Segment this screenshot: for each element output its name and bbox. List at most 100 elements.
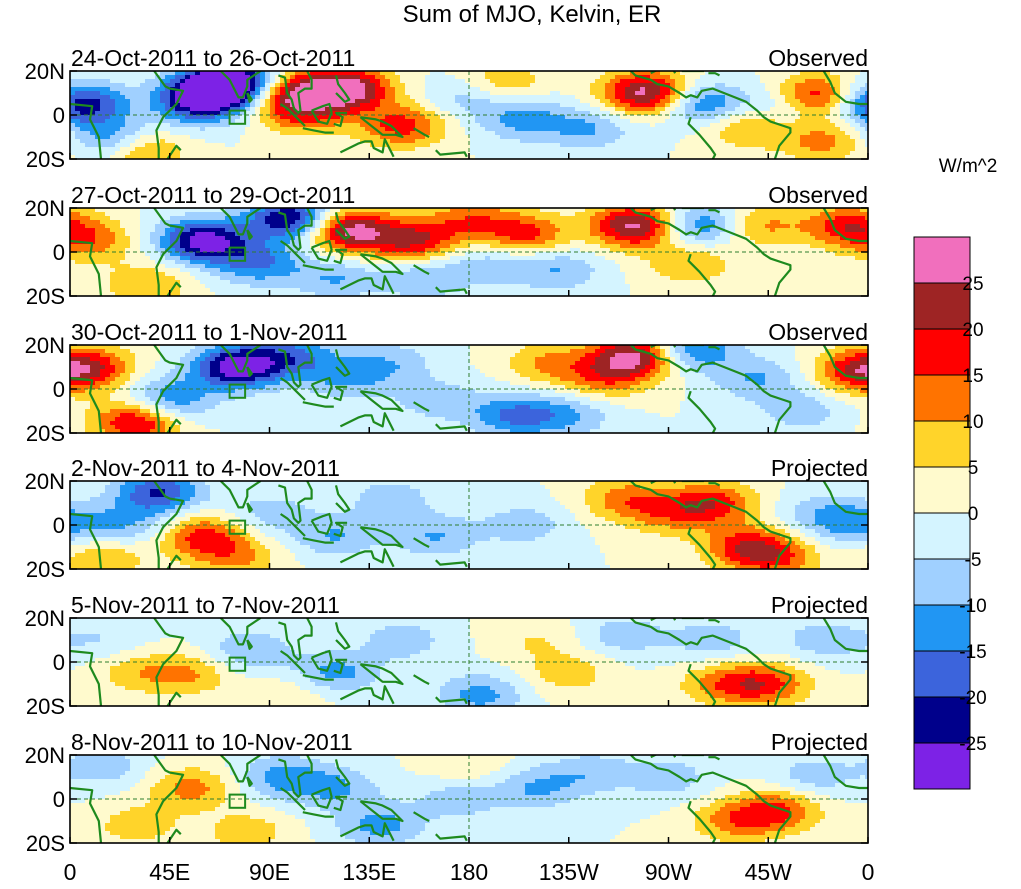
field-cell [375,155,381,159]
field-cell [555,83,561,88]
field-cell [625,232,631,237]
field-cell [680,103,686,108]
field-cell [555,95,561,100]
field-cell [105,87,111,92]
field-cell [840,147,846,152]
field-cell [140,147,146,152]
field-cell [790,240,796,245]
field-cell [190,147,196,152]
field-cell [85,83,91,88]
field-cell [615,139,621,144]
field-cell [580,123,586,128]
field-cell [170,228,176,233]
field-cell [545,83,551,88]
field-cell [630,139,636,144]
field-cell [605,87,611,92]
field-cell [150,143,156,148]
field-cell [605,115,611,120]
field-cell [220,139,226,144]
field-cell [625,83,631,88]
field-cell [400,232,406,237]
field-cell [625,139,631,144]
field-cell [160,139,166,144]
field-cell [680,224,686,229]
field-cell [665,91,671,96]
field-cell [545,71,551,76]
field-cell [510,236,516,241]
field-cell [845,220,851,225]
field-cell [70,208,76,213]
field-cell [110,95,116,100]
field-cell [540,228,546,233]
field-cell [665,131,671,136]
field-cell [620,232,626,237]
field-cell [395,83,401,88]
field-cell [575,87,581,92]
field-cell [195,71,201,76]
field-cell [680,220,686,225]
field-cell [865,220,868,225]
field-cell [235,208,241,213]
field-cell [855,79,861,84]
field-cell [445,220,451,225]
field-cell [200,224,206,229]
field-cell [865,103,868,108]
field-cell [95,87,101,92]
field-cell [625,103,631,108]
field-cell [565,135,571,140]
field-cell [360,220,366,225]
field-cell [390,111,396,116]
field-cell [155,91,161,96]
field-cell [585,240,591,245]
field-cell [340,71,346,76]
field-cell [70,151,76,156]
field-cell [530,220,536,225]
field-cell [195,228,201,233]
field-cell [665,115,671,120]
field-cell [375,115,381,120]
field-cell [615,208,621,213]
field-cell [275,228,281,233]
field-cell [555,115,561,120]
field-cell [215,228,221,233]
field-cell [340,99,346,104]
field-cell [170,236,176,241]
field-cell [405,119,411,124]
field-cell [820,83,826,88]
field-cell [200,236,206,241]
field-cell [855,103,861,108]
field-cell [795,123,801,128]
field-cell [755,139,761,144]
field-cell [400,131,406,136]
field-cell [520,91,526,96]
field-cell [805,83,811,88]
field-cell [135,135,141,140]
field-cell [700,143,706,148]
field-cell [680,79,686,84]
field-cell [260,131,266,136]
field-cell [355,143,361,148]
field-cell [195,75,201,80]
field-cell [190,119,196,124]
field-cell [640,123,646,128]
field-cell [130,107,136,112]
field-cell [190,71,196,76]
field-cell [835,147,841,152]
field-cell [215,135,221,140]
field-cell [360,224,366,229]
field-cell [515,131,521,136]
field-cell [790,111,796,116]
field-cell [765,127,771,132]
field-cell [430,75,436,80]
field-cell [765,115,771,120]
field-cell [140,71,146,76]
field-cell [260,212,266,217]
field-cell [80,83,86,88]
field-cell [220,115,226,120]
field-cell [420,208,426,213]
field-cell [275,147,281,152]
field-cell [505,91,511,96]
field-cell [325,236,331,241]
field-cell [285,131,291,136]
field-cell [430,91,436,96]
